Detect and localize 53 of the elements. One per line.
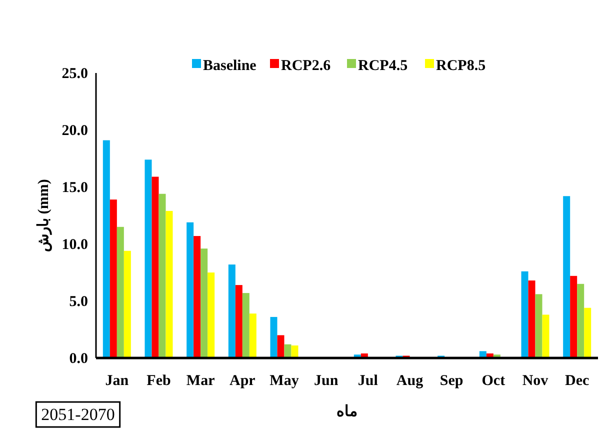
bar [570, 276, 578, 358]
legend-label: RCP4.5 [358, 58, 408, 74]
bar [102, 140, 110, 358]
bar [249, 314, 256, 358]
bar [242, 293, 250, 358]
bar [228, 264, 236, 358]
bar [200, 248, 208, 358]
bar [186, 222, 194, 358]
text: 2051-2070 [41, 405, 115, 424]
x-tick-label: Jun [314, 373, 339, 389]
y-tick-label: 20.0 [62, 123, 88, 139]
x-tick-label: Dec [565, 373, 590, 389]
bar [124, 250, 131, 358]
bar [542, 314, 550, 358]
x-tick-label: Apr [229, 373, 256, 389]
legend-label: RCP8.5 [436, 58, 486, 74]
bar [144, 160, 152, 358]
y-tick-label: 25.0 [62, 66, 88, 82]
legend-label: RCP2.6 [281, 58, 332, 74]
x-axis-title: ماه [336, 404, 358, 420]
x-tick-label: Aug [396, 373, 424, 389]
bar [291, 345, 298, 358]
x-tick-label: May [270, 373, 300, 389]
bar [208, 272, 215, 358]
bar [584, 308, 592, 358]
y-axis-title: بارش (mm) [36, 179, 52, 252]
bar [521, 271, 528, 358]
y-tick-label: 10.0 [62, 237, 88, 253]
x-tick-label: Mar [186, 373, 216, 389]
x-tick-label: Oct [482, 373, 506, 389]
legend-label: Baseline [203, 58, 257, 74]
bar [284, 344, 292, 358]
bar [535, 294, 542, 358]
bar [166, 210, 173, 358]
bar [563, 196, 570, 358]
bar [235, 285, 242, 358]
bar [158, 194, 166, 358]
y-tick-label: 15.0 [62, 180, 88, 196]
x-tick-label: Feb [146, 373, 171, 389]
y-tick-label: 5.0 [69, 294, 88, 310]
x-tick-label: Jul [358, 373, 378, 389]
x-tick-label: Nov [522, 373, 549, 389]
bar [528, 280, 536, 358]
x-tick-label: Jan [105, 373, 130, 389]
bar [270, 316, 278, 358]
bar [277, 335, 284, 358]
bar [194, 236, 201, 358]
bar [110, 200, 117, 358]
bar [152, 176, 159, 358]
bar [577, 284, 584, 358]
bar [116, 226, 124, 358]
y-tick-label: 0.0 [69, 351, 88, 367]
x-tick-label: Sep [440, 373, 464, 389]
